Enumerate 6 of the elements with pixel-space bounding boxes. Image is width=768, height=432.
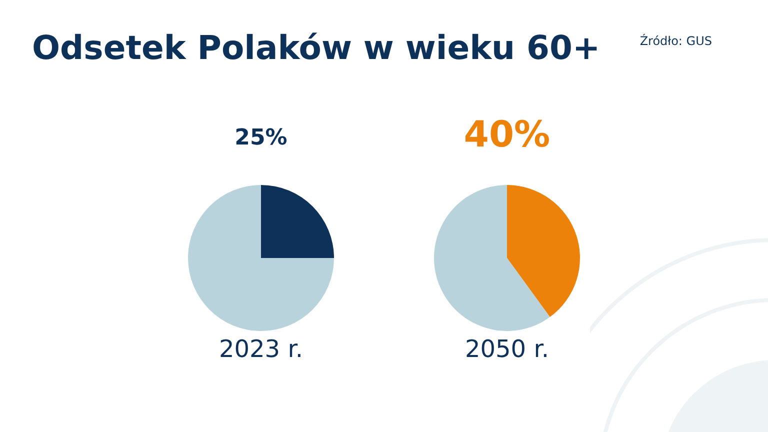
data-label: 25% xyxy=(234,126,288,150)
chart-title: Odsetek Polaków w wieku 60+ xyxy=(32,28,600,67)
data-label: 40% xyxy=(464,114,550,156)
text: 2050 r. xyxy=(465,335,549,363)
text: 2023 r. xyxy=(219,335,303,363)
text: Źródło: GUS xyxy=(640,34,712,48)
